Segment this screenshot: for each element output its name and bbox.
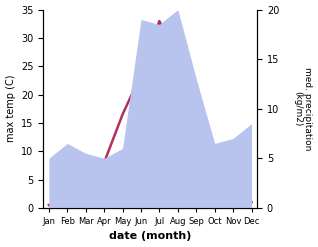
X-axis label: date (month): date (month) [109,231,191,242]
Y-axis label: max temp (C): max temp (C) [5,75,16,143]
Y-axis label: med. precipitation
(kg/m2): med. precipitation (kg/m2) [293,67,313,150]
